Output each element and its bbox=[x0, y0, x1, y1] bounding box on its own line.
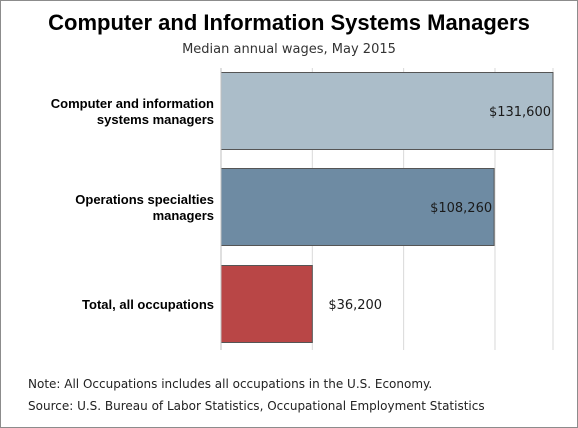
chart-source: Source: U.S. Bureau of Labor Statistics,… bbox=[28, 399, 485, 413]
chart-note: Note: All Occupations includes all occup… bbox=[28, 377, 433, 391]
value-label: $36,200 bbox=[328, 298, 382, 313]
chart-subtitle: Median annual wages, May 2015 bbox=[182, 42, 396, 57]
category-label: managers bbox=[153, 208, 214, 223]
chart-title: Computer and Information Systems Manager… bbox=[48, 10, 530, 35]
category-label: Total, all occupations bbox=[82, 297, 214, 312]
value-label: $108,260 bbox=[430, 201, 492, 216]
category-label: Operations specialties bbox=[75, 192, 214, 207]
bar bbox=[220, 72, 554, 150]
category-label: Computer and information bbox=[51, 96, 214, 111]
bar bbox=[220, 168, 495, 246]
category-label: systems managers bbox=[97, 112, 214, 127]
value-label: $131,600 bbox=[489, 105, 551, 120]
bar bbox=[220, 265, 313, 343]
